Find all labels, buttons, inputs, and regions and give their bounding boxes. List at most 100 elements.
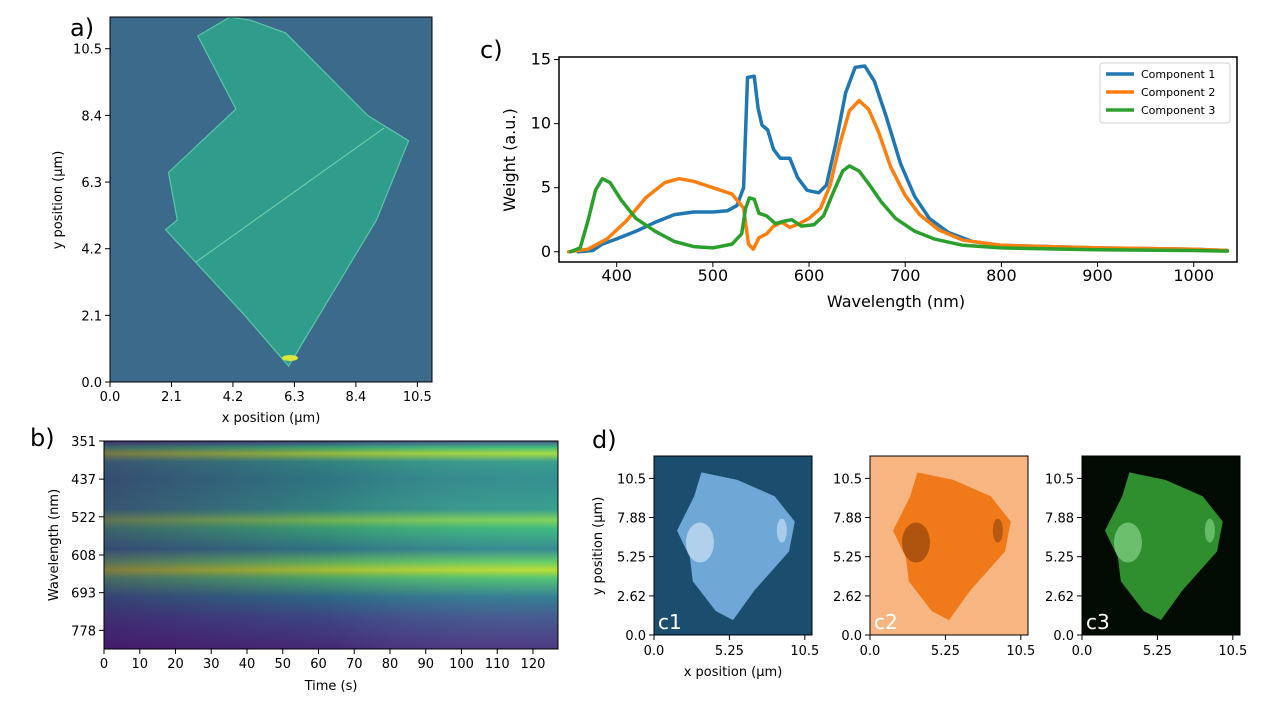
map-c3-frame [1081,455,1241,636]
panel-b-ytick-label: 778 [71,624,96,639]
panel-a-ytick-label: 0.0 [81,376,102,391]
map-c3-xtick-label: 0.0 [1072,644,1093,659]
panel-c-xtick-label: 500 [698,266,729,285]
legend-box [1099,62,1231,124]
map-c3-edge-highlight [1204,518,1215,543]
map-c1-frame [653,455,813,636]
map-c1-ytick-label: 0.0 [625,629,646,644]
map-c1-ytick-label: 5.25 [617,551,646,566]
panel-c-xtick-label: 800 [986,266,1017,285]
panel-d-maps: c1 0.0 5.25 10.5 0.0 2.62 5.25 7.88 10.5 c2 0.0 5.2… [617,455,1247,659]
map-c2-ytick-label: 2.62 [833,590,862,605]
map-c2-ytick-label: 10.5 [833,472,862,487]
panel-b-xtick-label: 90 [417,657,434,672]
map-c2-xtick-label: 5.25 [931,644,960,659]
panel-b-ytick-label: 693 [71,587,96,602]
map-c2-ytick-label: 5.25 [833,551,862,566]
series-line-component-3 [568,164,1230,254]
panel-a-ytick-label: 2.1 [81,309,102,324]
map-c3: c3 0.0 5.25 10.5 0.0 2.62 5.25 7.88 10.5 [1045,455,1247,659]
map-c3-highlight [1113,522,1142,563]
panel-b-xtick-label: 10 [131,657,148,672]
map-c2-highlight [901,522,930,563]
map-c2-label: c2 [874,610,898,634]
panel-a-xtick-label: 10.5 [403,390,432,405]
panel-a-bright-spot [282,355,298,361]
map-c1-ytick-label: 2.62 [617,590,646,605]
panel-c-axes: 400 500 600 700 800 900 1000 0 5 10 15 [531,50,1214,285]
legend-label-component-3: Component 3 [1141,104,1215,117]
map-c3-ytick-label: 2.62 [1045,590,1074,605]
panel-d-xlabel: x position (µm) [684,665,783,680]
panel-b-xtick-label: 120 [521,657,546,672]
map-c3-ytick-label: 5.25 [1045,551,1074,566]
panel-a-xtick-label: 2.1 [161,390,182,405]
panel-a-fold-line [195,127,385,263]
panel-c-xtick-label: 600 [794,266,825,285]
legend-label-component-1: Component 1 [1141,68,1215,81]
map-c1-label: c1 [658,610,682,634]
legend: Component 1 Component 2 Component 3 [1099,62,1231,124]
panel-c-ytick-label: 0 [541,242,551,261]
panel-b-ylabel: Wavelength (nm) [47,489,62,601]
map-c1-xtick-label: 0.0 [644,644,665,659]
panel-a-map: 0.0 2.1 4.2 6.3 8.4 10.5 0.0 2.1 4.2 6.3 8.4 10.5 x… [51,16,433,426]
series-line-component-1 [576,64,1230,254]
panel-b-xtick-label: 0 [100,657,108,672]
map-c2-edge-highlight [992,518,1003,543]
panel-b-xtick-label: 20 [167,657,184,672]
panel-b-ytick-label: 522 [71,511,96,526]
panel-b-xtick-label: 40 [239,657,256,672]
map-c2-frame [869,455,1029,636]
panel-a-ytick-label: 10.5 [73,43,102,58]
panel-a-ytick-label: 6.3 [81,176,102,191]
map-c3-ytick-label: 7.88 [1045,511,1074,526]
panel-label-a: a) [70,14,94,42]
map-c1-xtick-label: 10.5 [790,644,819,659]
map-c3-label: c3 [1086,610,1110,634]
map-c1-edge-highlight [776,518,787,543]
panel-a-ylabel: y position (µm) [51,151,66,250]
map-c2-flake [893,472,1011,621]
panel-b-xlabel: Time (s) [304,679,358,694]
panel-c-series [566,64,1230,254]
map-c2-ytick-label: 7.88 [833,511,862,526]
panel-c-xtick-label: 900 [1082,266,1113,285]
legend-label-component-2: Component 2 [1141,86,1215,99]
map-c2-ytick-label: 0.0 [841,629,862,644]
map-c1-ytick-label: 7.88 [617,511,646,526]
map-c3-xtick-label: 10.5 [1218,644,1247,659]
panel-b-xtick-label: 110 [485,657,510,672]
panel-label-d: d) [592,426,617,454]
panel-b-xtick-label: 80 [382,657,399,672]
panel-c-ytick-label: 10 [531,114,551,133]
map-c2-xtick-label: 0.0 [860,644,881,659]
map-c3-xtick-label: 5.25 [1143,644,1172,659]
panel-b-map: 0 10 20 30 40 50 60 70 80 90 100 110 120 351 437 522 608… [47,435,559,694]
panel-b-ytick-label: 437 [71,473,96,488]
panel-a-ytick-label: 8.4 [81,109,102,124]
panel-b-xtick-label: 60 [310,657,327,672]
map-c1: c1 0.0 5.25 10.5 0.0 2.62 5.25 7.88 10.5 [617,455,819,659]
panel-a-xtick-label: 8.4 [346,390,367,405]
map-c1-ytick-label: 10.5 [617,472,646,487]
series-line-component-2 [566,98,1230,254]
panel-a-xtick-label: 4.2 [223,390,244,405]
map-c2-xtick-label: 10.5 [1006,644,1035,659]
panel-b-frame [103,440,559,650]
panel-label-c: c) [480,36,503,64]
map-c1-highlight [685,522,714,563]
panel-b-ytick-label: 351 [71,435,96,450]
panel-c-ytick-label: 5 [541,178,551,197]
map-c3-ytick-label: 0.0 [1053,629,1074,644]
panel-a-xtick-label: 6.3 [284,390,305,405]
panel-c-ytick-label: 15 [531,50,551,69]
panel-b-xtick-label: 70 [346,657,363,672]
panel-c-xtick-label: 1000 [1173,266,1214,285]
map-c2: c2 0.0 5.25 10.5 0.0 2.62 5.25 7.88 10.5 [833,455,1035,659]
panel-b-axes: 0 10 20 30 40 50 60 70 80 90 100 110 120 351 437 522 608… [71,435,545,672]
panel-d-ylabel: y position (µm) [591,497,606,596]
panel-a-flake [164,16,410,368]
panel-c-xtick-label: 400 [601,266,632,285]
